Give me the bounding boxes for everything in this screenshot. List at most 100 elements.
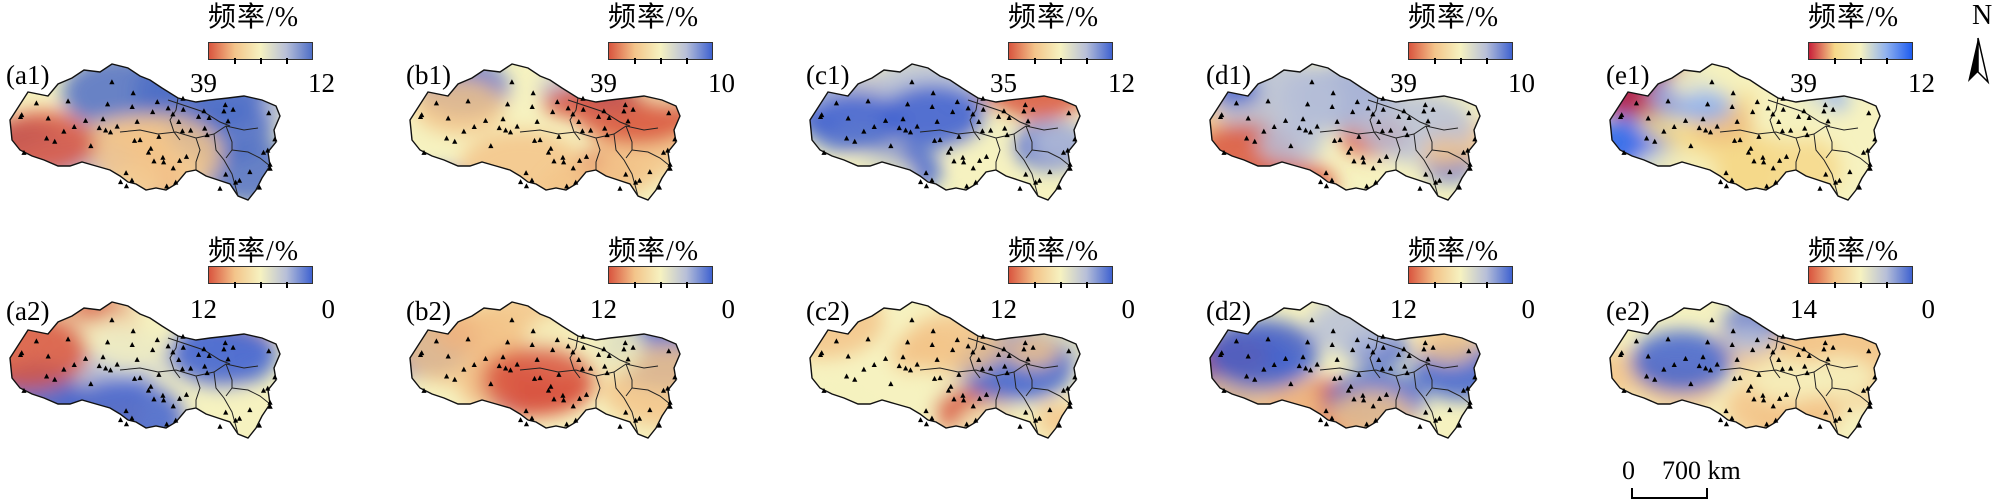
station-marker-icon (1751, 396, 1757, 402)
station-marker-icon (161, 159, 167, 165)
station-marker-icon (1821, 346, 1827, 352)
station-marker-icon (71, 362, 77, 368)
map-d2 (1209, 301, 1481, 439)
station-marker-icon (222, 340, 228, 346)
station-marker-icon (82, 117, 89, 123)
legend-tick (234, 58, 236, 64)
station-marker-icon (665, 385, 671, 391)
station-marker-icon (1388, 365, 1394, 371)
station-marker-icon (852, 376, 858, 382)
station-marker-icon (523, 183, 530, 189)
legend-min-value: 10 (1508, 68, 1535, 98)
station-marker-icon (964, 183, 970, 189)
station-marker-icon (1425, 118, 1431, 124)
station-marker-icon (1025, 356, 1031, 362)
station-marker-icon (1331, 137, 1338, 143)
station-marker-icon (165, 105, 171, 111)
station-marker-icon (1780, 344, 1786, 350)
station-marker-icon (1830, 344, 1836, 350)
province-boundary (625, 125, 633, 159)
station-marker-icon (514, 361, 520, 367)
legend-tick (1860, 58, 1862, 64)
station-marker-icon (964, 421, 970, 427)
station-marker-icon (131, 137, 138, 143)
station-marker-icon (507, 367, 514, 373)
station-marker-icon (1467, 399, 1473, 405)
province-boundary (969, 335, 981, 379)
panel-label: (c1) (806, 60, 850, 90)
station-marker-icon (1288, 143, 1294, 149)
station-marker-icon (1703, 127, 1709, 133)
station-marker-icon (1245, 115, 1251, 121)
panel-label: (d1) (1206, 60, 1251, 90)
station-marker-icon (672, 136, 678, 142)
station-marker-icon (904, 339, 911, 345)
station-marker-icon (1770, 349, 1776, 355)
station-marker-icon (1621, 387, 1627, 393)
station-marker-icon (545, 149, 552, 155)
station-marker-icon (1373, 417, 1379, 423)
station-marker-icon (530, 90, 536, 96)
station-marker-icon (937, 137, 943, 143)
station-marker-icon (180, 333, 186, 339)
station-marker-icon (570, 349, 576, 355)
station-marker-icon (256, 422, 263, 428)
station-marker-icon (1030, 344, 1036, 350)
station-marker-icon (1364, 183, 1370, 189)
station-marker-icon (1379, 128, 1386, 134)
frequency-surface (810, 302, 1080, 438)
legend-tick (1460, 58, 1462, 64)
station-marker-icon (548, 383, 554, 389)
province-boundary (1431, 149, 1471, 167)
panel-label: (e1) (1606, 60, 1650, 90)
station-marker-icon (917, 179, 924, 185)
station-marker-icon (1002, 363, 1008, 369)
station-marker-icon (1729, 177, 1735, 183)
legend-title: 频率/% (1408, 236, 1500, 267)
map-panel-e2: (e2) 频率/% 14 0 (1600, 238, 2000, 490)
station-marker-icon (1723, 408, 1729, 414)
station-marker-icon (164, 421, 170, 427)
station-marker-icon (148, 145, 154, 151)
station-marker-icon (44, 135, 50, 141)
station-marker-icon (1314, 123, 1320, 129)
station-marker-icon (1467, 161, 1473, 167)
map-panel-b1: (b1) 频率/% 39 10 (400, 0, 800, 252)
station-marker-icon (956, 133, 962, 139)
station-marker-icon (604, 370, 610, 376)
legend-tick (660, 282, 662, 288)
station-marker-icon (1309, 79, 1315, 85)
station-marker-icon (461, 366, 467, 372)
station-marker-icon (580, 106, 586, 112)
station-marker-icon (961, 397, 967, 403)
station-marker-icon (1025, 118, 1031, 124)
station-marker-icon (583, 153, 590, 159)
station-marker-icon (1252, 376, 1258, 382)
station-marker-icon (622, 340, 628, 346)
station-marker-icon (52, 376, 58, 382)
station-marker-icon (523, 421, 530, 427)
map-a1 (9, 63, 281, 201)
station-marker-icon (1323, 421, 1330, 427)
legend-title: 频率/% (208, 236, 300, 267)
province-boundary (1795, 375, 1801, 408)
legend-tick (1060, 58, 1062, 64)
station-marker-icon (1023, 171, 1029, 177)
station-marker-icon (514, 123, 520, 129)
station-marker-icon (1760, 392, 1766, 398)
station-marker-icon (929, 415, 935, 421)
map-d1 (1209, 63, 1481, 201)
station-marker-icon (1307, 129, 1314, 135)
station-marker-icon (1456, 422, 1463, 428)
station-marker-icon (160, 154, 166, 160)
province-boundary (1013, 133, 1039, 197)
station-marker-icon (150, 347, 156, 353)
station-marker-icon (1423, 171, 1429, 177)
station-marker-icon (871, 362, 877, 368)
station-marker-icon (888, 143, 894, 149)
station-marker-icon (1730, 90, 1736, 96)
station-marker-icon (1430, 106, 1436, 112)
station-marker-icon (201, 108, 207, 114)
station-marker-icon (504, 339, 511, 345)
station-marker-icon (931, 375, 938, 381)
